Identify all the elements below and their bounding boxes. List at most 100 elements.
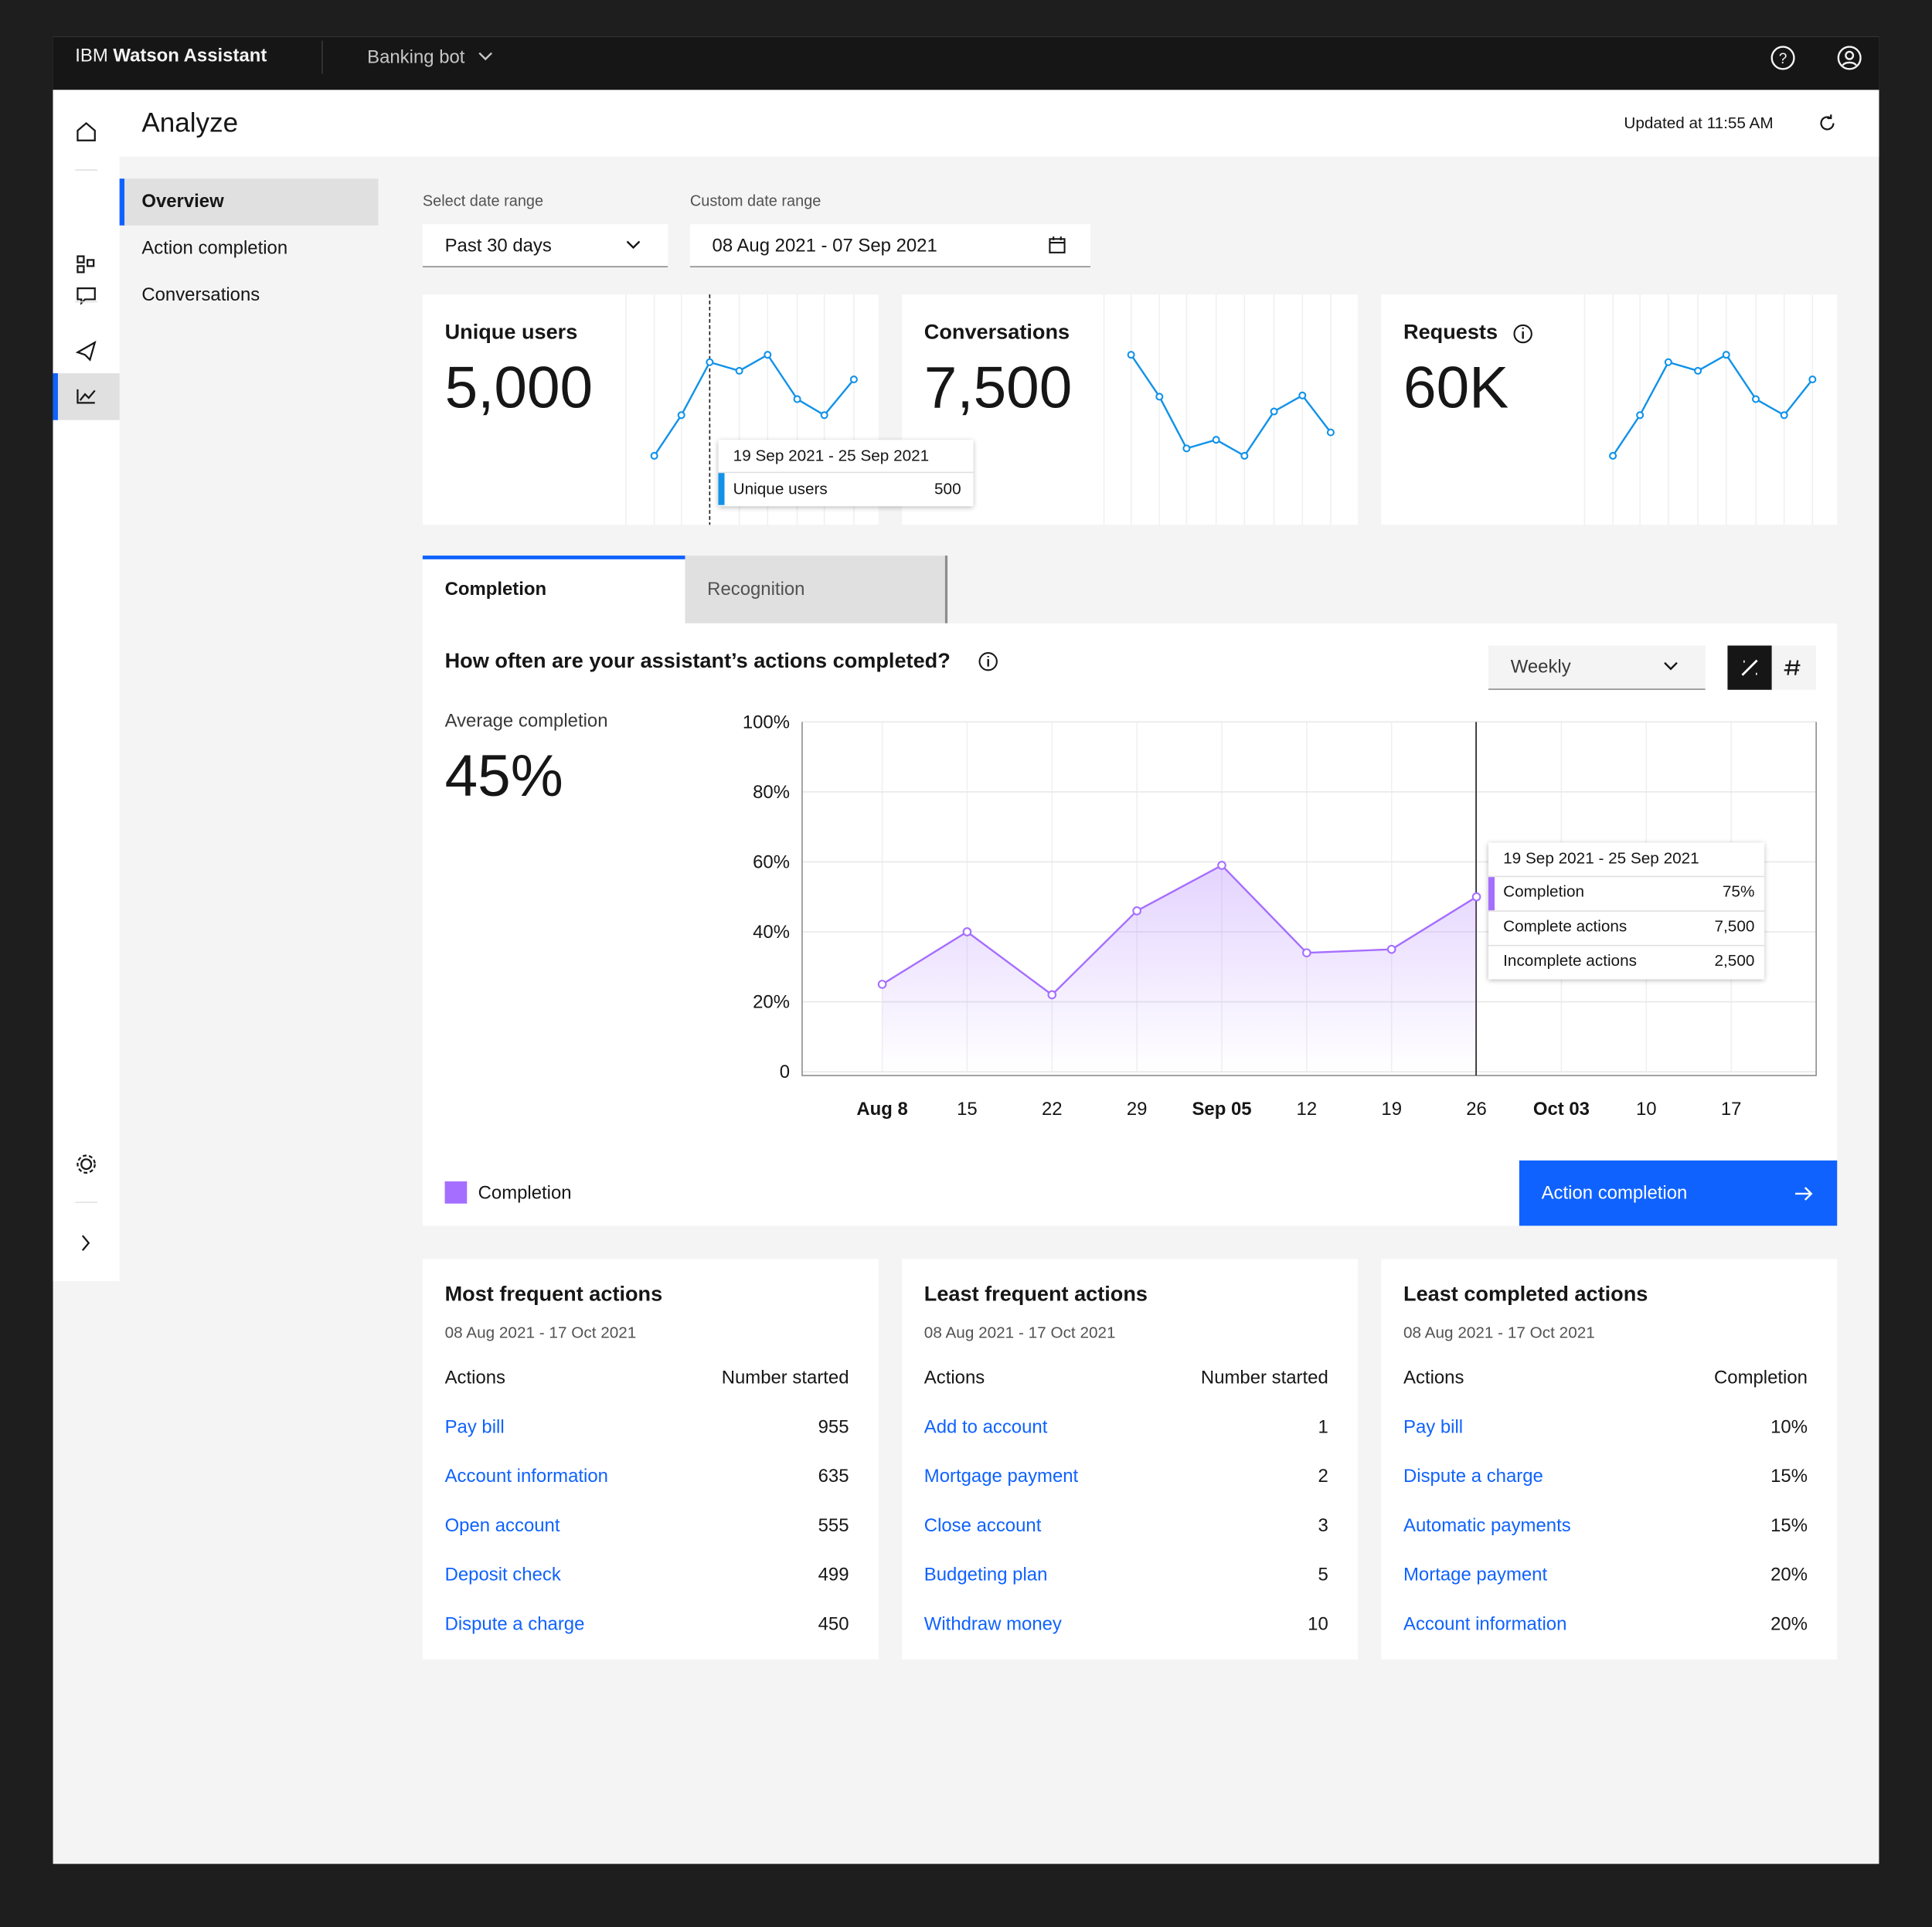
table-title: Least frequent actions <box>923 1282 1148 1307</box>
range-dropdown[interactable] <box>422 224 668 267</box>
table-value: 15% <box>1770 1515 1808 1537</box>
divider <box>1488 944 1765 947</box>
part <box>75 169 97 1203</box>
part <box>81 1235 90 1252</box>
action-link[interactable]: Account information <box>444 1466 608 1487</box>
column-header: Completion <box>1713 1367 1808 1388</box>
unit-switch[interactable] <box>1727 645 1817 690</box>
range-label: Select date range <box>422 192 544 210</box>
column-header: Actions <box>923 1367 985 1388</box>
bot-switcher[interactable]: Banking bot <box>367 47 495 68</box>
part <box>1845 50 1855 60</box>
part <box>1741 659 1758 676</box>
part <box>87 259 95 267</box>
metric-value: 7,500 <box>923 355 1073 422</box>
tab[interactable] <box>685 556 948 624</box>
calendar-icon[interactable] <box>1047 236 1067 256</box>
table-value: 2 <box>1318 1466 1328 1487</box>
chevron <box>479 52 493 61</box>
part <box>626 240 641 250</box>
button-label[interactable]: Action completion <box>1541 1182 1688 1204</box>
action-link[interactable]: Mortage payment <box>1403 1564 1548 1585</box>
tooltip-swatch <box>1488 877 1495 911</box>
divider <box>1488 910 1765 912</box>
table-value: 10% <box>1770 1416 1808 1438</box>
action-link[interactable]: Dispute a charge <box>444 1613 585 1635</box>
table-card <box>902 1259 1359 1660</box>
action-link[interactable]: Close account <box>923 1515 1042 1537</box>
top-bar <box>53 36 1879 90</box>
nav-item[interactable]: Action completion <box>141 237 288 259</box>
part <box>77 287 96 305</box>
nav-item[interactable]: Overview <box>141 191 224 212</box>
metric-title: Unique users <box>444 320 578 344</box>
divider <box>718 471 974 474</box>
tooltip-value: 7,500 <box>1714 916 1755 936</box>
avg-value: 45% <box>444 744 563 810</box>
avg-label: Average completion <box>444 710 608 732</box>
chart-tooltip: 19 Sep 2021 - 25 Sep 2021 Completion 75% C… <box>1488 842 1765 980</box>
table-subtitle: 08 Aug 2021 - 17 Oct 2021 <box>1403 1323 1595 1342</box>
tab-active[interactable] <box>422 556 685 624</box>
rail-active <box>53 373 120 420</box>
table-value: 635 <box>818 1466 849 1487</box>
nav-active <box>119 178 379 226</box>
table-value: 20% <box>1770 1613 1808 1635</box>
bot-name[interactable]: Banking bot <box>367 46 465 68</box>
action-link[interactable]: Account information <box>1403 1613 1567 1635</box>
part <box>1820 114 1835 131</box>
table-value: 5 <box>1318 1564 1328 1585</box>
metric-value: 60K <box>1403 355 1509 422</box>
action-link[interactable]: Automatic payments <box>1403 1515 1571 1537</box>
tab-label[interactable]: Completion <box>444 579 547 600</box>
table-subtitle: 08 Aug 2021 - 17 Oct 2021 <box>923 1323 1116 1342</box>
page-title: Analyze <box>141 107 239 138</box>
part <box>978 651 998 671</box>
refresh-icon[interactable] <box>1816 112 1838 134</box>
part <box>80 1158 93 1171</box>
part <box>75 121 97 1252</box>
nav-item[interactable]: Conversations <box>141 284 260 306</box>
part <box>1842 61 1857 66</box>
part <box>1049 236 1065 244</box>
part <box>77 1154 96 1174</box>
part <box>77 121 96 141</box>
chevron <box>626 240 641 250</box>
tab-label[interactable]: Recognition <box>707 579 805 600</box>
chevron <box>1664 661 1678 671</box>
range-value[interactable]: Past 30 days <box>444 235 552 257</box>
table-title: Most frequent actions <box>444 1282 663 1307</box>
tooltip-swatch <box>718 473 725 505</box>
table-value: 450 <box>818 1613 849 1635</box>
brand-ibm: IBM <box>75 45 108 67</box>
table-value: 15% <box>1770 1466 1808 1487</box>
metric-tooltip: 19 Sep 2021 - 25 Sep 2021 Unique users 5… <box>718 440 974 507</box>
table-value: 20% <box>1770 1564 1808 1585</box>
table-value: 499 <box>818 1564 849 1585</box>
action-link[interactable]: Budgeting plan <box>923 1564 1048 1585</box>
tooltip-range: 19 Sep 2021 - 25 Sep 2021 <box>733 446 930 465</box>
action-link[interactable]: Deposit check <box>444 1564 561 1585</box>
period-value[interactable]: Weekly <box>1510 656 1571 678</box>
part <box>77 255 85 263</box>
action-link[interactable]: Pay bill <box>444 1416 505 1438</box>
user-icon[interactable] <box>1836 44 1863 71</box>
tooltip-label: Unique users <box>733 479 828 498</box>
table-card <box>422 1259 879 1660</box>
action-link[interactable]: Mortgage payment <box>923 1466 1079 1487</box>
part <box>1784 660 1801 675</box>
tooltip-range: 19 Sep 2021 - 25 Sep 2021 <box>1503 848 1699 868</box>
action-link[interactable]: Withdraw money <box>923 1613 1062 1635</box>
action-link[interactable]: Pay bill <box>1403 1416 1464 1438</box>
updated-time: Updated at 11:55 AM <box>1624 113 1774 132</box>
divider <box>321 40 323 74</box>
help-icon[interactable]: ? <box>1770 44 1797 71</box>
action-link[interactable]: Open account <box>444 1515 560 1537</box>
action-button[interactable] <box>1519 1160 1838 1226</box>
action-link[interactable]: Add to account <box>923 1416 1048 1438</box>
custom-value[interactable]: 08 Aug 2021 - 07 Sep 2021 <box>712 235 937 257</box>
action-link[interactable]: Dispute a charge <box>1403 1466 1543 1487</box>
custom-input[interactable] <box>689 224 1091 267</box>
